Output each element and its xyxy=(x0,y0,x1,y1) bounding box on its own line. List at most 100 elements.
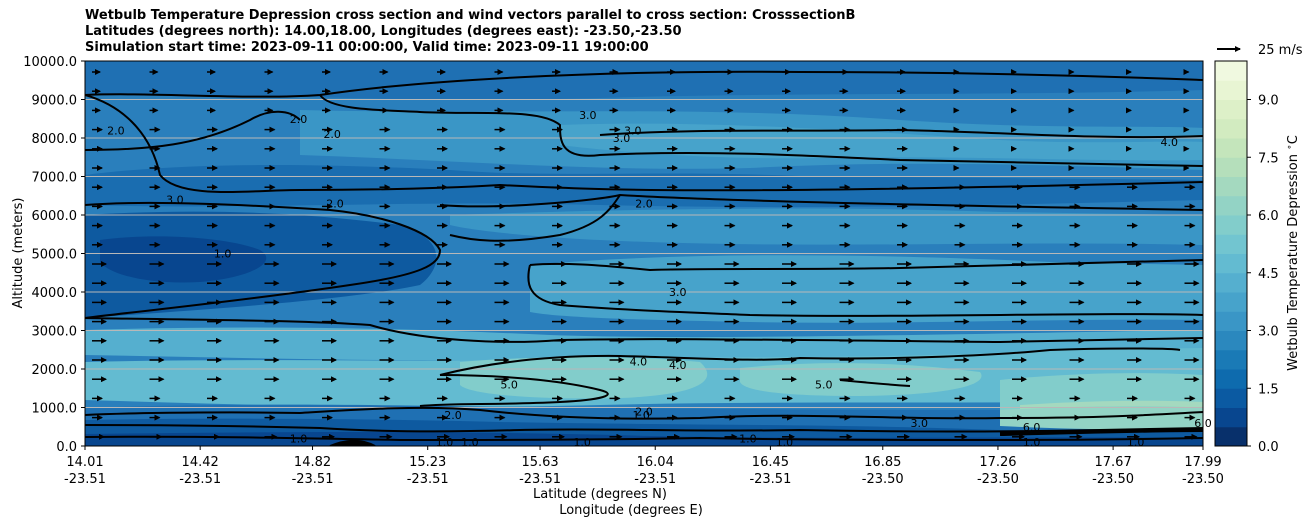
contour-line xyxy=(329,439,376,446)
x-axis-label-longitude: Longitude (degrees E) xyxy=(559,503,703,518)
contour-label: 1.0 xyxy=(632,409,650,422)
colorbar-frame xyxy=(1214,60,1248,447)
contour-line xyxy=(439,193,1203,211)
colorbar-segment xyxy=(1215,157,1247,177)
contour-label: 1.0 xyxy=(1127,436,1145,449)
field-band xyxy=(560,123,1203,161)
contour-line xyxy=(449,194,621,242)
x-tick-label-lon: -23.50 xyxy=(977,472,1019,487)
colorbar-label: Wetbulb Temperature Depression ∘C xyxy=(1285,135,1301,371)
contour-label: 6.0 xyxy=(1023,421,1041,434)
colorbar: 0.0 1.5 3.0 4.5 6.0 7.5 9.0 xyxy=(1214,60,1279,455)
y-tick-label: 5000.0 xyxy=(32,248,78,263)
x-tick-label-lat: 14.42 xyxy=(182,455,219,470)
contour-label: 1.0 xyxy=(573,436,591,449)
title-line-3: Simulation start time: 2023-09-11 00:00:… xyxy=(85,40,649,55)
x-tick-label-lon: -23.51 xyxy=(519,472,561,487)
colorbar-segment xyxy=(1215,253,1247,274)
field-band xyxy=(460,357,708,399)
contour-line xyxy=(85,70,1203,98)
y-axis-ticks: 0.0 1000.0 2000.0 3000.0 4000.0 5000.0 6000.0 7… xyxy=(23,55,85,455)
contour-line xyxy=(319,94,1203,167)
contour-label: 1.0 xyxy=(739,432,757,445)
y-tick-label: 1000.0 xyxy=(32,402,78,417)
title-line-1: Wetbulb Temperature Depression cross sec… xyxy=(85,8,856,23)
colorbar-tick-label: 7.5 xyxy=(1258,151,1279,166)
contour-line xyxy=(527,264,1203,317)
x-tick-label-lat: 16.85 xyxy=(864,455,901,470)
x-tick-label-lon: -23.50 xyxy=(1092,472,1134,487)
contour-label: 1.0 xyxy=(461,436,479,449)
contour-line xyxy=(85,435,1203,442)
x-tick-label-lon: -23.51 xyxy=(407,472,449,487)
contour-label: 3.0 xyxy=(166,194,184,207)
colorbar-tick-label: 1.5 xyxy=(1258,382,1279,397)
colorbar-label-degree: ∘ xyxy=(1285,144,1295,150)
contour-label: 2.0 xyxy=(290,113,308,126)
contour-line xyxy=(419,374,609,407)
x-tick-label-lat: 15.63 xyxy=(521,455,558,470)
colorbar-tick-label: 9.0 xyxy=(1258,94,1279,109)
x-tick-label-lat: 15.23 xyxy=(409,455,446,470)
colorbar-segment xyxy=(1215,311,1247,331)
colorbar-segment xyxy=(1215,118,1247,139)
field-band xyxy=(740,363,982,396)
contour-label: 1.0 xyxy=(1023,436,1041,449)
x-tick-label-lon: -23.51 xyxy=(292,472,334,487)
x-tick-label-lon: -23.51 xyxy=(634,472,676,487)
title-line-2: Latitudes (degrees north): 14.00,18.00, … xyxy=(85,24,682,39)
colorbar-segment xyxy=(1215,369,1247,389)
y-tick-label: 3000.0 xyxy=(32,325,78,340)
colorbar-segment xyxy=(1215,388,1247,408)
contour-line xyxy=(85,201,442,319)
wind-key: 25 m/s xyxy=(1217,43,1303,58)
y-axis-label: Altitude (meters) xyxy=(11,198,26,309)
colorbar-segment xyxy=(1215,407,1247,428)
field-band xyxy=(450,208,1203,245)
contour-label: 4.0 xyxy=(669,359,687,372)
contour-label: 3.0 xyxy=(579,109,597,122)
x-tick-label-lat: 16.04 xyxy=(637,455,674,470)
y-tick-label: 7000.0 xyxy=(32,171,78,186)
contour-line xyxy=(529,259,1203,272)
x-axis-ticks: 14.01 -23.51 14.42 -23.51 14.82 -23.51 15.23 -2… xyxy=(64,446,1224,487)
field-band xyxy=(530,255,1203,323)
y-tick-label: 0.0 xyxy=(56,440,77,455)
y-tick-label: 9000.0 xyxy=(32,94,78,109)
contour-line xyxy=(85,110,301,151)
y-tick-label: 6000.0 xyxy=(32,209,78,224)
field-band xyxy=(85,165,1203,208)
x-tick-label-lon: -23.51 xyxy=(179,472,221,487)
contour-label: 3.0 xyxy=(669,286,687,299)
contour-label: 1.0 xyxy=(776,436,794,449)
contour-label: 2.0 xyxy=(444,409,462,422)
contour-label: 3.0 xyxy=(624,124,642,137)
x-tick-label-lat: 16.45 xyxy=(752,455,789,470)
contour-label: 1.0 xyxy=(290,432,308,445)
colorbar-segment xyxy=(1215,292,1247,312)
contour-labels: 2.02.02.03.03.03.0 4.03.0 2.0 2.01.03.04.0 4… xyxy=(107,109,1212,449)
colorbar-segment xyxy=(1215,195,1247,216)
colorbar-segment xyxy=(1215,215,1247,235)
x-tick-label-lat: 14.01 xyxy=(66,455,103,470)
grid-lines xyxy=(85,99,1203,408)
contour-label: 5.0 xyxy=(500,378,518,391)
colorbar-segment xyxy=(1215,99,1247,120)
x-tick-label-lat: 17.99 xyxy=(1184,455,1221,470)
y-tick-label: 2000.0 xyxy=(32,363,78,378)
contour-line xyxy=(85,317,1203,344)
field-band xyxy=(100,236,267,283)
x-tick-label-lat: 17.26 xyxy=(979,455,1016,470)
y-tick-label: 4000.0 xyxy=(32,286,78,301)
wind-key-label: 25 m/s xyxy=(1258,43,1303,58)
colorbar-segment xyxy=(1215,349,1247,370)
contour-label: 5.0 xyxy=(815,378,833,391)
contour-label: 2.0 xyxy=(635,197,653,210)
x-axis-label-latitude: Latitude (degrees N) xyxy=(533,487,667,502)
colorbar-segment xyxy=(1215,138,1247,158)
y-tick-label: 10000.0 xyxy=(23,55,77,70)
contour-label: 2.0 xyxy=(635,405,653,418)
colorbar-segment xyxy=(1215,330,1247,351)
colorbar-label-unit: C xyxy=(1286,135,1301,144)
